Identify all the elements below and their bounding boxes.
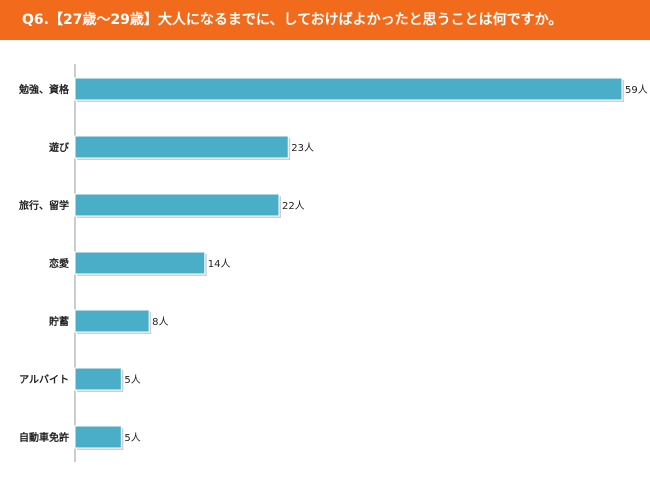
value-label: 22人 xyxy=(282,200,305,212)
category-label: アルバイト xyxy=(19,374,69,386)
value-label: 8人 xyxy=(152,316,168,328)
chart-title: Q6.【27歳～29歳】大人になるまでに、しておけばよかったと思うことは何ですか… xyxy=(22,12,563,28)
bar xyxy=(74,367,122,391)
value-label: 14人 xyxy=(208,258,231,270)
value-label: 59人 xyxy=(625,84,648,96)
category-label: 旅行、留学 xyxy=(19,199,69,212)
category-label: 遊び xyxy=(49,141,69,154)
bar xyxy=(74,77,623,101)
bar xyxy=(74,425,122,449)
value-label: 5人 xyxy=(124,432,140,444)
bar xyxy=(74,309,150,333)
category-label: 恋愛 xyxy=(49,257,69,270)
bar xyxy=(74,193,280,217)
bar xyxy=(74,251,206,275)
value-label: 5人 xyxy=(124,374,140,386)
chart-title-bar: Q6.【27歳～29歳】大人になるまでに、しておけばよかったと思うことは何ですか… xyxy=(0,0,650,40)
category-label: 貯蓄 xyxy=(49,315,69,328)
value-label: 23人 xyxy=(291,142,314,154)
category-label: 自動車免許 xyxy=(19,431,69,444)
bar xyxy=(74,135,289,159)
category-label: 勉強、資格 xyxy=(18,83,70,96)
